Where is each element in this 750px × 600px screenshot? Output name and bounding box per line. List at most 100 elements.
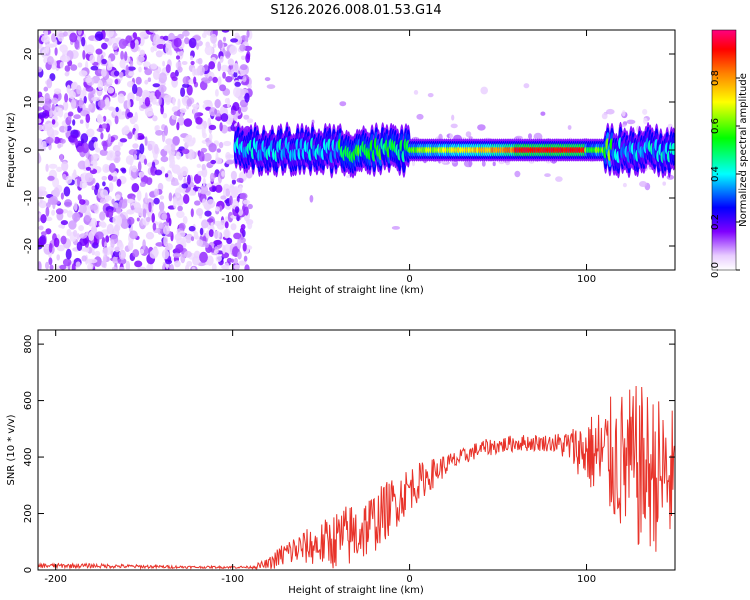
heatmap-cell bbox=[74, 39, 80, 50]
heatmap-cell bbox=[212, 76, 218, 83]
heatmap-cell bbox=[62, 101, 69, 111]
heatmap-cell bbox=[72, 212, 81, 222]
heatmap-cell bbox=[121, 126, 130, 135]
heatmap-cell bbox=[225, 188, 231, 197]
heatmap-cell bbox=[124, 51, 128, 62]
heatmap-cell bbox=[168, 217, 172, 227]
heatmap-cell bbox=[66, 84, 71, 94]
heatmap-cell bbox=[106, 64, 113, 71]
heatmap-cell bbox=[118, 266, 125, 270]
heatmap-cell bbox=[210, 221, 214, 231]
y-tick-label: 400 bbox=[23, 448, 34, 467]
heatmap-cell bbox=[158, 96, 162, 106]
heatmap-cell bbox=[144, 192, 148, 204]
heatmap-cell bbox=[104, 97, 110, 107]
heatmap-cell bbox=[214, 157, 222, 165]
x-tick-label: -100 bbox=[221, 574, 244, 585]
heatmap-cell bbox=[108, 182, 114, 193]
heatmap-cell bbox=[66, 210, 73, 218]
heatmap-cell bbox=[237, 251, 242, 260]
heatmap-cell bbox=[137, 266, 147, 270]
heatmap-cell bbox=[112, 144, 121, 153]
heatmap-cell bbox=[213, 240, 222, 245]
heatmap-cell bbox=[61, 161, 69, 172]
heatmap-cell bbox=[222, 244, 226, 255]
heatmap-cell bbox=[234, 81, 241, 87]
heatmap-cell bbox=[125, 155, 134, 165]
heatmap-cell bbox=[45, 216, 53, 222]
heatmap-cell bbox=[233, 71, 238, 78]
heatmap-cell bbox=[622, 182, 627, 188]
heatmap-cell bbox=[115, 106, 119, 113]
heatmap-cell bbox=[102, 247, 111, 256]
heatmap-cell bbox=[38, 106, 43, 111]
heatmap-cell bbox=[53, 187, 60, 198]
heatmap-cell bbox=[143, 91, 151, 97]
heatmap-cell bbox=[60, 235, 67, 245]
heatmap-cell bbox=[219, 84, 227, 92]
heatmap-cell bbox=[217, 39, 223, 49]
heatmap-cell bbox=[163, 225, 170, 235]
heatmap-cell bbox=[449, 133, 454, 139]
heatmap-cell bbox=[177, 205, 183, 212]
heatmap-cell bbox=[152, 83, 161, 88]
heatmap-cell bbox=[102, 181, 106, 187]
heatmap-cell bbox=[468, 159, 472, 168]
heatmap-cell bbox=[80, 133, 89, 144]
heatmap-cell bbox=[159, 195, 165, 200]
heatmap-cell bbox=[85, 44, 95, 55]
heatmap-cell bbox=[173, 111, 181, 116]
heatmap-cell bbox=[98, 221, 103, 227]
heatmap-cell bbox=[38, 225, 44, 231]
heatmap-cell bbox=[85, 113, 91, 123]
heatmap-cell bbox=[46, 202, 51, 208]
heatmap-cell bbox=[108, 57, 112, 67]
heatmap-cell bbox=[212, 186, 216, 192]
heatmap-cell bbox=[119, 138, 128, 143]
heatmap-cell bbox=[51, 119, 56, 125]
heatmap-cell bbox=[107, 174, 114, 181]
heatmap-cell bbox=[69, 32, 78, 43]
heatmap-cell bbox=[266, 84, 276, 89]
heatmap-cell bbox=[55, 208, 64, 215]
heatmap-cell bbox=[203, 99, 212, 105]
heatmap-cell bbox=[642, 108, 648, 115]
heatmap-cell bbox=[163, 235, 169, 247]
heatmap-cell bbox=[206, 199, 216, 209]
heatmap-cell bbox=[46, 127, 55, 137]
heatmap-cell bbox=[238, 185, 243, 194]
heatmap-cell bbox=[58, 107, 64, 118]
heatmap-cell bbox=[104, 37, 109, 42]
x-tick-label: -100 bbox=[221, 274, 244, 285]
heatmap-cell bbox=[97, 79, 104, 91]
heatmap-cell bbox=[201, 163, 206, 171]
heatmap-cell bbox=[264, 77, 271, 82]
heatmap-cell bbox=[185, 264, 190, 270]
heatmap-cell bbox=[79, 233, 88, 239]
heatmap-cell bbox=[230, 170, 237, 181]
heatmap-cell bbox=[189, 55, 194, 61]
heatmap-cell bbox=[220, 195, 227, 200]
heatmap-cell bbox=[246, 30, 250, 38]
heatmap-cell bbox=[88, 231, 95, 241]
heatmap-cell bbox=[193, 231, 199, 240]
heatmap-cell bbox=[179, 108, 187, 114]
heatmap-cell bbox=[101, 58, 107, 65]
heatmap-cell bbox=[127, 216, 135, 225]
heatmap-cell bbox=[118, 71, 124, 78]
heatmap-cell bbox=[101, 42, 108, 50]
heatmap-cell bbox=[38, 118, 42, 124]
heatmap-cell bbox=[114, 78, 119, 85]
heatmap-cell bbox=[114, 115, 119, 125]
heatmap-cell bbox=[134, 260, 143, 268]
heatmap-cell bbox=[223, 140, 232, 147]
heatmap-cell bbox=[528, 133, 532, 140]
snr-y-label: SNR (10 * v/v) bbox=[6, 414, 17, 485]
heatmap-cell bbox=[234, 206, 240, 214]
heatmap-cell bbox=[89, 204, 98, 211]
heatmap-cell bbox=[93, 256, 102, 267]
heatmap-cell bbox=[40, 231, 47, 236]
heatmap-cell bbox=[39, 46, 48, 56]
heatmap-cell bbox=[208, 133, 213, 141]
heatmap-cell bbox=[391, 226, 400, 230]
